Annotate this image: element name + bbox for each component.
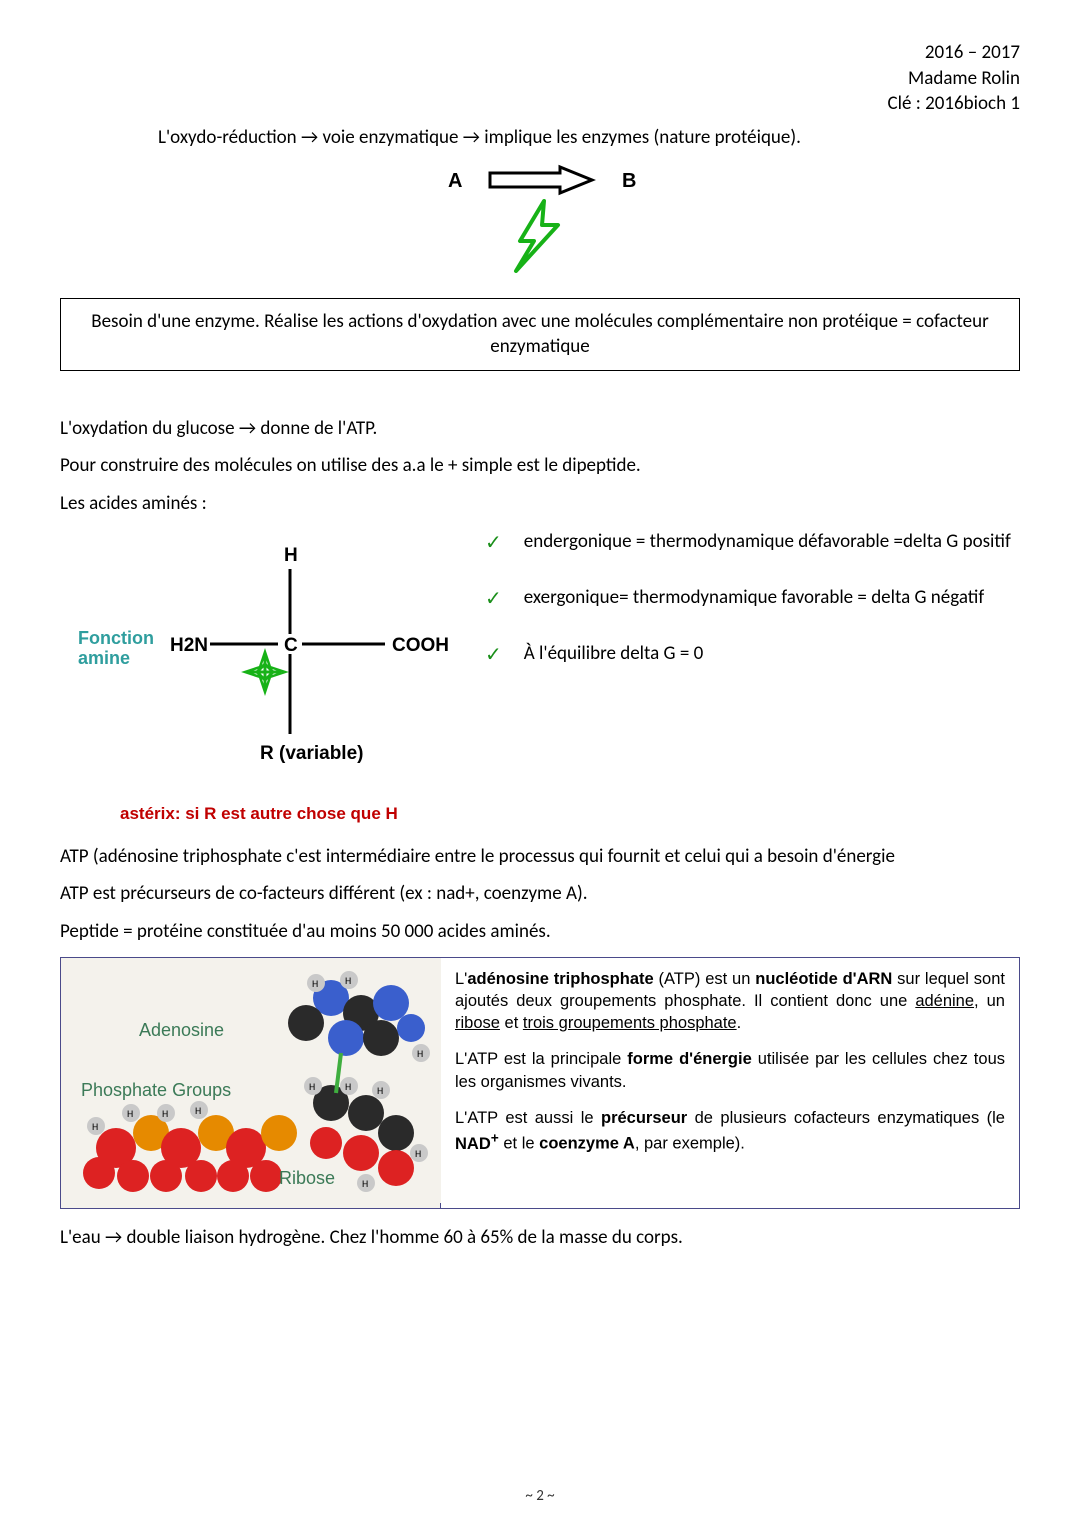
enzyme-box: Besoin d'une enzyme. Réalise les actions… — [60, 298, 1020, 371]
arrow-icon: → — [239, 416, 256, 442]
check-item: ✓ exergonique= thermodynamique favorable… — [485, 585, 1020, 613]
water-line: L'eau → double liaison hydrogène. Chez l… — [60, 1225, 1020, 1251]
check-text: endergonique = thermodynamique défavorab… — [524, 529, 1011, 557]
adenosine-label: Adenosine — [139, 1020, 224, 1041]
svg-text:H: H — [345, 1080, 351, 1093]
asterix-note: astérix: si R est autre chose que H — [60, 804, 1020, 824]
aa-svg: H C H2N COOH R (variable) Fonction amine — [60, 529, 465, 784]
svg-text:H: H — [345, 974, 351, 987]
page-header: 2016 – 2017 Madame Rolin Clé : 2016bioch… — [60, 40, 1020, 117]
atp-para-3: L'ATP est aussi le précurseur de plusieu… — [455, 1107, 1005, 1155]
header-year: 2016 – 2017 — [60, 40, 1020, 66]
atp-text-column: L'adénosine triphosphate (ATP) est un nu… — [441, 958, 1019, 1208]
svg-text:C: C — [284, 635, 298, 656]
check-item: ✓ À l'équilibre delta G = 0 — [485, 641, 1020, 669]
text: implique les enzymes (nature protéique). — [480, 126, 801, 149]
ribose-label: Ribose — [279, 1168, 335, 1189]
text: L'eau — [60, 1226, 105, 1249]
svg-text:H: H — [312, 977, 318, 990]
svg-text:H: H — [309, 1080, 315, 1093]
label-b: B — [622, 170, 636, 192]
atp-box: H H H H H H H H — [60, 957, 1020, 1209]
aa-title: Les acides aminés : — [60, 491, 1020, 517]
peptide-line: Peptide = protéine constituée d'au moins… — [60, 919, 1020, 945]
header-teacher: Madame Rolin — [60, 66, 1020, 92]
checks-column: ✓ endergonique = thermodynamique défavor… — [485, 529, 1020, 697]
svg-text:H: H — [92, 1120, 98, 1133]
lightning-icon — [516, 201, 558, 271]
svg-text:H: H — [362, 1177, 368, 1190]
aa-two-col: H C H2N COOH R (variable) Fonction amine… — [60, 529, 1020, 784]
text: double liaison hydrogène. Chez l'homme 6… — [122, 1226, 683, 1249]
page-number: ~ 2 ~ — [0, 1487, 1080, 1505]
svg-text:H2N: H2N — [170, 635, 208, 656]
check-icon: ✓ — [485, 642, 502, 669]
glucose-line: L'oxydation du glucose → donne de l'ATP. — [60, 416, 1020, 442]
ab-diagram: A B — [60, 163, 1020, 278]
label-a: A — [448, 170, 462, 192]
atp-molecule-figure: H H H H H H H H — [61, 958, 441, 1208]
arrow-icon: → — [301, 125, 318, 151]
amino-acid-diagram: H C H2N COOH R (variable) Fonction amine — [60, 529, 465, 784]
atp-para-1: L'adénosine triphosphate (ATP) est un nu… — [455, 968, 1005, 1035]
svg-text:amine: amine — [78, 648, 130, 668]
svg-text:H: H — [417, 1047, 423, 1060]
text: voie enzymatique — [318, 126, 463, 149]
svg-text:Fonction: Fonction — [78, 628, 154, 648]
check-icon: ✓ — [485, 586, 502, 613]
text: donne de l'ATP. — [256, 417, 377, 440]
page: 2016 – 2017 Madame Rolin Clé : 2016bioch… — [0, 0, 1080, 1527]
arrow-icon: → — [463, 125, 480, 151]
intro-line: L'oxydo-réduction → voie enzymatique → i… — [60, 125, 1020, 151]
svg-text:H: H — [195, 1104, 201, 1117]
atp-para-2: L'ATP est la principale forme d'énergie … — [455, 1048, 1005, 1093]
atp-line-1: ATP (adénosine triphosphate c'est interm… — [60, 844, 1020, 870]
svg-text:H: H — [127, 1107, 133, 1120]
svg-text:H: H — [284, 545, 298, 566]
ab-arrow-figure: A B — [410, 163, 670, 273]
block-arrow-icon — [490, 167, 592, 193]
svg-text:H: H — [415, 1147, 421, 1160]
check-item: ✓ endergonique = thermodynamique défavor… — [485, 529, 1020, 557]
molecules-line: Pour construire des molécules on utilise… — [60, 453, 1020, 479]
header-key: Clé : 2016bioch 1 — [60, 91, 1020, 117]
atp-line-2: ATP est précurseurs de co-facteurs diffé… — [60, 881, 1020, 907]
svg-text:COOH: COOH — [392, 635, 449, 656]
text: L'oxydation du glucose — [60, 417, 239, 440]
arrow-icon: → — [105, 1225, 122, 1251]
svg-text:H: H — [377, 1084, 383, 1097]
text: L'oxydo-réduction — [158, 126, 301, 149]
svg-text:H: H — [162, 1107, 168, 1120]
check-text: exergonique= thermodynamique favorable =… — [524, 585, 984, 613]
svg-text:R (variable): R (variable) — [260, 743, 363, 764]
check-icon: ✓ — [485, 530, 502, 557]
check-text: À l'équilibre delta G = 0 — [524, 641, 703, 669]
phosphate-label: Phosphate Groups — [81, 1080, 231, 1101]
